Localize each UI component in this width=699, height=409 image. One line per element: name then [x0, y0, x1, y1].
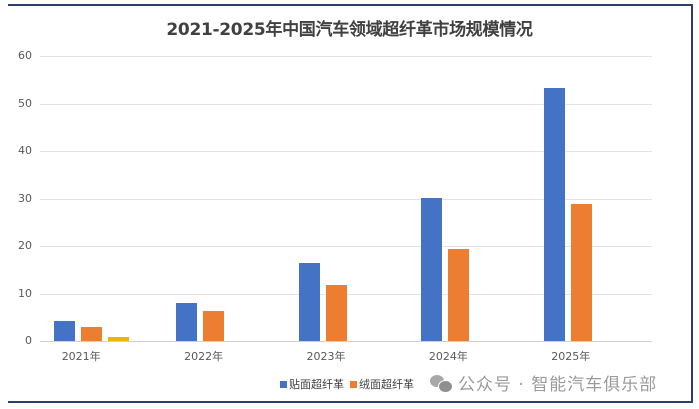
y-tick-label: 20: [18, 239, 32, 252]
bar: [543, 88, 565, 341]
chart-title: 2021-2025年中国汽车领域超纤革市场规模情况: [166, 20, 533, 40]
y-tick-label: 30: [18, 191, 32, 205]
plot-area: [40, 56, 652, 342]
bar: [203, 311, 225, 341]
bar: [298, 263, 320, 341]
watermark-text: 公众号 · 智能汽车俱乐部: [458, 375, 658, 395]
watermark: 公众号 · 智能汽车俱乐部: [430, 370, 657, 395]
legend-label: 绒面超纤革: [359, 378, 414, 391]
bar: [176, 303, 198, 341]
legend-item-rongmian: 绒面超纤革: [350, 376, 414, 392]
wechat-icon: [430, 374, 453, 393]
frame-right-border: [691, 4, 693, 403]
frame-bottom-border: [8, 401, 693, 403]
legend-item-tiemian: 贴面超纤革: [280, 376, 344, 392]
legend-swatch: [350, 380, 357, 388]
x-tick-label: 2023年: [306, 350, 346, 363]
bar: [81, 327, 102, 341]
gridline: [40, 246, 652, 247]
bar: [54, 321, 75, 341]
gridline: [40, 103, 652, 105]
y-tick-label: 60: [18, 49, 32, 62]
y-tick-label: 40: [18, 144, 32, 157]
x-tick-label: 2024年: [428, 350, 468, 363]
legend-label: 贴面超纤革: [289, 378, 344, 391]
x-tick-label: 2022年: [184, 350, 224, 363]
x-tick-label: 2021年: [61, 350, 101, 363]
legend-swatch: [280, 380, 287, 388]
bar: [325, 284, 347, 341]
bar: [108, 337, 129, 341]
y-tick-label: 50: [18, 96, 32, 110]
y-tick-label: 10: [18, 286, 32, 300]
gridline: [40, 151, 652, 152]
legend: 贴面超纤革 绒面超纤革: [280, 376, 414, 392]
frame-top-border: [8, 4, 693, 6]
y-tick-label: 0: [25, 334, 32, 347]
bar: [570, 204, 592, 341]
gridline: [40, 341, 652, 342]
gridline: [40, 198, 652, 200]
x-tick-label: 2025年: [551, 350, 591, 363]
bar: [421, 198, 443, 341]
gridline: [40, 56, 652, 57]
bar: [448, 248, 470, 341]
